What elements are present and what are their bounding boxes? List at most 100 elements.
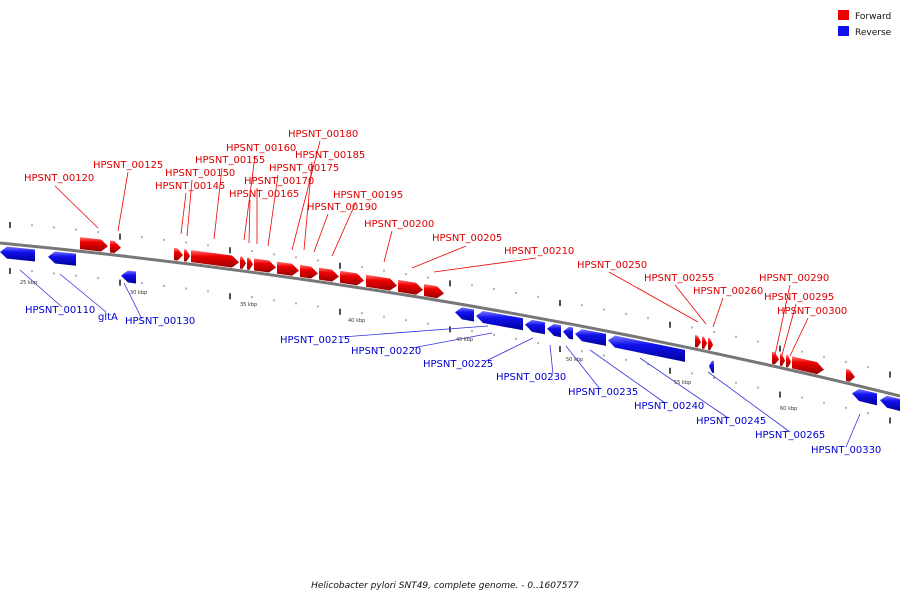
gene-block-reverse bbox=[563, 326, 573, 340]
leader-line bbox=[781, 303, 797, 356]
leader-line bbox=[303, 161, 313, 251]
gene-block-forward bbox=[340, 270, 364, 286]
gene-label-forward: HPSNT_00295 bbox=[764, 292, 834, 303]
leader-line bbox=[549, 344, 554, 375]
leader-line bbox=[608, 271, 699, 323]
leader-line bbox=[54, 185, 99, 229]
gene-block-forward bbox=[792, 356, 824, 375]
leader-line bbox=[485, 337, 534, 362]
leader-line bbox=[180, 192, 187, 235]
gene-block-forward bbox=[695, 335, 701, 348]
gene-block-reverse bbox=[0, 246, 35, 262]
gene-block-forward bbox=[702, 336, 707, 349]
gene-block-forward bbox=[319, 267, 339, 282]
gene-label-reverse: HPSNT_00110 bbox=[25, 305, 95, 316]
gene-label-forward: HPSNT_00190 bbox=[307, 202, 377, 213]
tick-label: 35 kbp bbox=[240, 302, 257, 308]
gene-block-reverse bbox=[852, 389, 877, 406]
label-leaders bbox=[19, 140, 861, 448]
gene-label-reverse: HPSNT_00130 bbox=[125, 316, 195, 327]
gene-label-forward: HPSNT_00160 bbox=[226, 143, 296, 154]
gene-block-reverse bbox=[608, 335, 685, 362]
legend-forward-label: Forward bbox=[855, 12, 891, 22]
leader-line bbox=[789, 317, 809, 357]
leader-line bbox=[707, 371, 791, 433]
gene-block-reverse bbox=[476, 311, 523, 331]
gene-block-forward bbox=[398, 279, 423, 295]
leader-line bbox=[712, 297, 724, 328]
gene-label-reverse: HPSNT_00245 bbox=[696, 416, 766, 427]
gene-block-reverse bbox=[121, 270, 136, 284]
gene-block-forward bbox=[240, 256, 246, 269]
leader-line bbox=[59, 273, 107, 313]
gene-label-forward: HPSNT_00145 bbox=[155, 181, 225, 192]
gene-block-forward bbox=[780, 353, 785, 367]
leader-line bbox=[248, 199, 251, 244]
leader-line bbox=[845, 413, 861, 448]
gene-block-forward bbox=[254, 258, 276, 273]
leader-line bbox=[433, 257, 537, 273]
gene-label-forward: HPSNT_00300 bbox=[777, 306, 847, 317]
gene-label-forward: HPSNT_00205 bbox=[432, 233, 502, 244]
gene-label-forward: HPSNT_00185 bbox=[295, 150, 365, 161]
leader-line bbox=[291, 140, 321, 251]
gene-block-reverse bbox=[575, 329, 606, 346]
gene-label-reverse: gltA bbox=[98, 312, 118, 323]
gene-block-reverse bbox=[880, 395, 900, 411]
legend-reverse-swatch bbox=[838, 26, 849, 36]
gene-label-reverse: HPSNT_00235 bbox=[568, 387, 638, 398]
gene-label-reverse: HPSNT_00215 bbox=[280, 335, 350, 346]
gene-features bbox=[0, 237, 900, 411]
gene-label-forward: HPSNT_00255 bbox=[644, 273, 714, 284]
leader-line bbox=[565, 345, 601, 390]
leader-line bbox=[411, 245, 467, 269]
leader-line bbox=[243, 155, 256, 241]
tick-label: 60 kbp bbox=[780, 406, 797, 412]
gene-label-forward: HPSNT_00180 bbox=[288, 129, 358, 140]
leader-line bbox=[341, 325, 489, 338]
map-caption: Helicobacter pylori SNT49, complete geno… bbox=[311, 581, 579, 591]
gene-block-forward bbox=[786, 354, 791, 368]
genome-backbone bbox=[0, 241, 900, 398]
gene-block-forward bbox=[846, 368, 855, 382]
tick-label: 50 kbp bbox=[566, 357, 583, 363]
legend-forward-swatch bbox=[838, 10, 849, 20]
gene-label-forward: HPSNT_00200 bbox=[364, 219, 434, 230]
gene-block-reverse bbox=[547, 323, 561, 338]
gene-block-reverse bbox=[709, 360, 714, 374]
gene-block-reverse bbox=[455, 307, 474, 322]
gene-label-reverse: HPSNT_00230 bbox=[496, 372, 566, 383]
gene-block-forward bbox=[247, 257, 253, 270]
gene-label-forward: HPSNT_00165 bbox=[229, 189, 299, 200]
leader-line bbox=[123, 282, 143, 320]
gene-label-forward: HPSNT_00170 bbox=[244, 176, 314, 187]
gene-label-reverse: HPSNT_00225 bbox=[423, 359, 493, 370]
gene-block-reverse bbox=[525, 319, 545, 335]
gene-label-forward: HPSNT_00210 bbox=[504, 246, 574, 257]
gene-label-forward: HPSNT_00125 bbox=[93, 160, 163, 171]
gene-block-forward bbox=[184, 249, 190, 262]
gene-label-reverse: HPSNT_00240 bbox=[634, 401, 704, 412]
gene-label-reverse: HPSNT_00220 bbox=[351, 346, 421, 357]
gene-label-reverse: HPSNT_00330 bbox=[811, 445, 881, 456]
gene-block-forward bbox=[366, 274, 397, 291]
tick-label: 25 kbp bbox=[20, 280, 37, 286]
tick-label: 30 kbp bbox=[130, 290, 147, 296]
gene-label-forward: HPSNT_00150 bbox=[165, 168, 235, 179]
gene-block-forward bbox=[80, 237, 108, 252]
gene-block-forward bbox=[708, 337, 713, 351]
legend-reverse-label: Reverse bbox=[855, 28, 892, 38]
leader-line bbox=[186, 179, 193, 237]
gene-block-reverse bbox=[48, 251, 76, 266]
tick-label: 55 kbp bbox=[674, 380, 691, 386]
leader-line bbox=[639, 357, 729, 419]
gene-block-forward bbox=[110, 240, 121, 253]
gene-label-forward: HPSNT_00250 bbox=[577, 260, 647, 271]
gene-label-forward: HPSNT_00120 bbox=[24, 173, 94, 184]
gene-block-forward bbox=[772, 351, 779, 365]
gene-block-forward bbox=[191, 250, 239, 268]
tick-label: 40 kbp bbox=[348, 318, 365, 324]
leader-line bbox=[589, 349, 666, 404]
leader-line bbox=[19, 269, 63, 308]
